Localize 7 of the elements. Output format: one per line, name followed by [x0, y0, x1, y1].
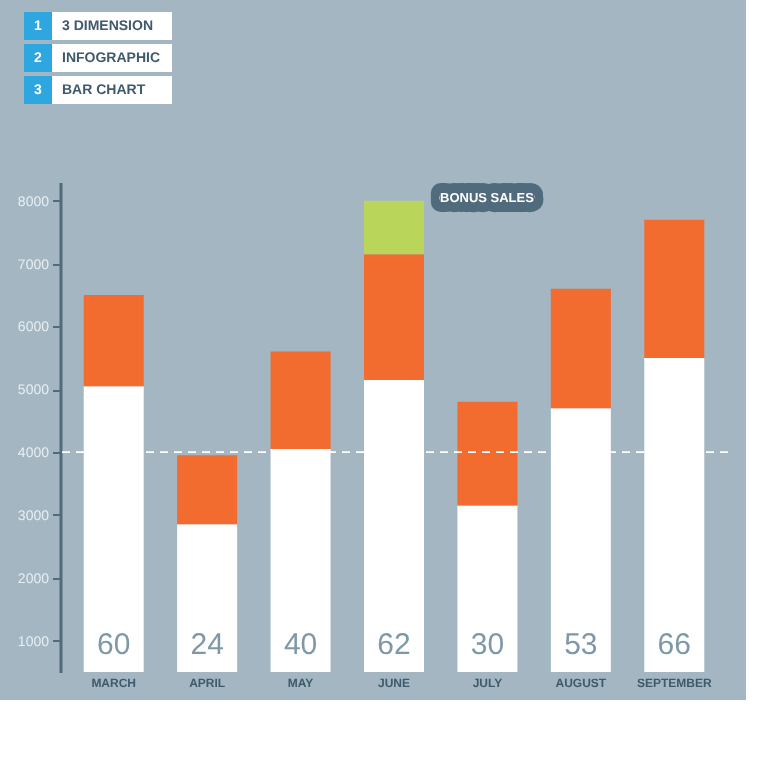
- annotation: 60: [97, 628, 131, 662]
- annotation: 62: [377, 628, 411, 662]
- annotation: 24: [190, 628, 224, 662]
- annotation: 30: [470, 628, 505, 662]
- annotation: 66: [657, 628, 691, 662]
- annotation: 40: [283, 628, 318, 662]
- annotation: 53: [564, 628, 598, 662]
